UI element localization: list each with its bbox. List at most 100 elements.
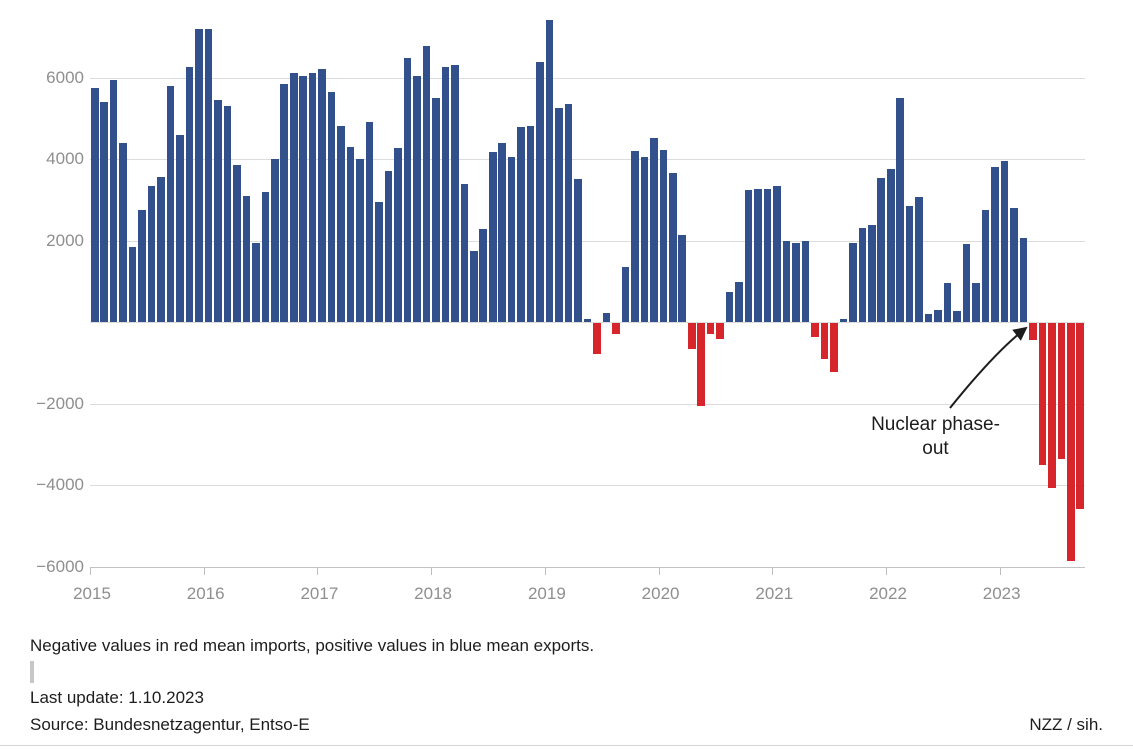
bar	[934, 309, 942, 322]
bar	[962, 243, 971, 322]
bar	[365, 122, 374, 322]
x-axis-tick	[544, 567, 546, 575]
bar	[233, 165, 241, 322]
bar	[858, 227, 867, 322]
x-axis-label: 2022	[869, 583, 907, 603]
bar	[1048, 322, 1056, 488]
bar	[830, 322, 838, 372]
bar	[337, 126, 345, 322]
bar	[1067, 322, 1075, 561]
bar	[782, 240, 791, 322]
bar	[460, 184, 469, 322]
bar	[403, 58, 412, 322]
annotation-line1: Nuclear phase-	[871, 414, 1000, 435]
bar	[574, 179, 582, 322]
bar	[1029, 322, 1037, 341]
bar	[886, 169, 895, 322]
gridline	[90, 485, 1085, 486]
bar	[650, 137, 658, 322]
bar	[763, 189, 772, 322]
bar	[346, 146, 355, 322]
x-axis-tick	[203, 567, 205, 575]
bar	[545, 20, 554, 322]
bar	[773, 185, 781, 322]
x-axis-tick	[772, 567, 774, 575]
bar	[1000, 161, 1009, 322]
bar	[678, 235, 687, 322]
bar	[915, 197, 923, 322]
bar	[669, 172, 677, 322]
bar	[631, 150, 639, 322]
y-axis-label: −2000	[36, 393, 84, 413]
bar	[185, 67, 194, 322]
bar	[128, 246, 137, 322]
bar	[839, 318, 848, 322]
bar	[138, 209, 146, 322]
y-axis-label: 6000	[46, 67, 84, 87]
bar	[289, 73, 298, 322]
bar	[754, 189, 762, 322]
bar	[801, 240, 810, 322]
bar	[479, 228, 488, 322]
bar	[470, 250, 478, 322]
bar	[308, 73, 317, 322]
bar	[109, 79, 118, 322]
text-cursor-mark	[30, 661, 34, 683]
bar	[507, 157, 516, 322]
bar	[100, 101, 108, 322]
bar	[868, 225, 876, 322]
x-axis-tick	[999, 567, 1001, 575]
bar	[735, 281, 743, 322]
bar	[612, 322, 620, 334]
bar	[517, 126, 525, 322]
bar	[327, 91, 336, 322]
bar	[953, 311, 961, 322]
bar	[147, 185, 156, 322]
bar	[820, 322, 829, 359]
x-axis-tick	[90, 567, 91, 575]
bar	[640, 156, 649, 322]
bar	[602, 312, 611, 322]
bar	[991, 167, 999, 322]
bar-chart-plot-area: 6000 4000 2000 −2000 −4000 −6000 2015 2016 2017 2…	[36, 20, 1085, 603]
bar	[849, 242, 857, 322]
x-axis-label: 2023	[982, 583, 1021, 603]
x-axis-tick	[658, 567, 660, 575]
x-axis-label: 2020	[641, 583, 680, 603]
bar	[896, 97, 904, 322]
bar	[725, 291, 734, 322]
bar	[280, 83, 289, 322]
bar	[166, 85, 175, 322]
x-axis-label: 2015	[73, 583, 111, 603]
bar	[583, 318, 592, 322]
bar	[972, 282, 980, 322]
y-axis-label: 4000	[46, 149, 84, 168]
y-axis-label: −4000	[36, 475, 84, 494]
x-axis-line	[90, 566, 1085, 568]
bar	[526, 126, 535, 322]
bar	[1076, 322, 1085, 510]
gridline	[90, 159, 1085, 160]
gridline	[90, 240, 1085, 242]
x-axis-label: 2016	[186, 583, 225, 603]
bottom-divider	[0, 745, 1133, 746]
bar	[621, 266, 630, 322]
bar	[593, 322, 601, 355]
x-axis-tick	[431, 567, 433, 575]
chart-note: Negative values in red mean imports, pos…	[30, 636, 595, 655]
bar	[413, 75, 421, 322]
bar	[157, 177, 165, 322]
bar	[659, 149, 668, 322]
bar	[811, 322, 819, 337]
bar	[744, 190, 753, 322]
bar	[204, 28, 213, 322]
bar	[1019, 237, 1028, 322]
bar	[119, 142, 127, 322]
x-axis-label: 2017	[300, 583, 339, 603]
bar	[716, 322, 724, 339]
bar	[1038, 322, 1047, 466]
bar	[214, 99, 222, 322]
x-axis-tick	[886, 567, 887, 575]
gridline	[90, 77, 1085, 79]
bar	[271, 159, 279, 322]
